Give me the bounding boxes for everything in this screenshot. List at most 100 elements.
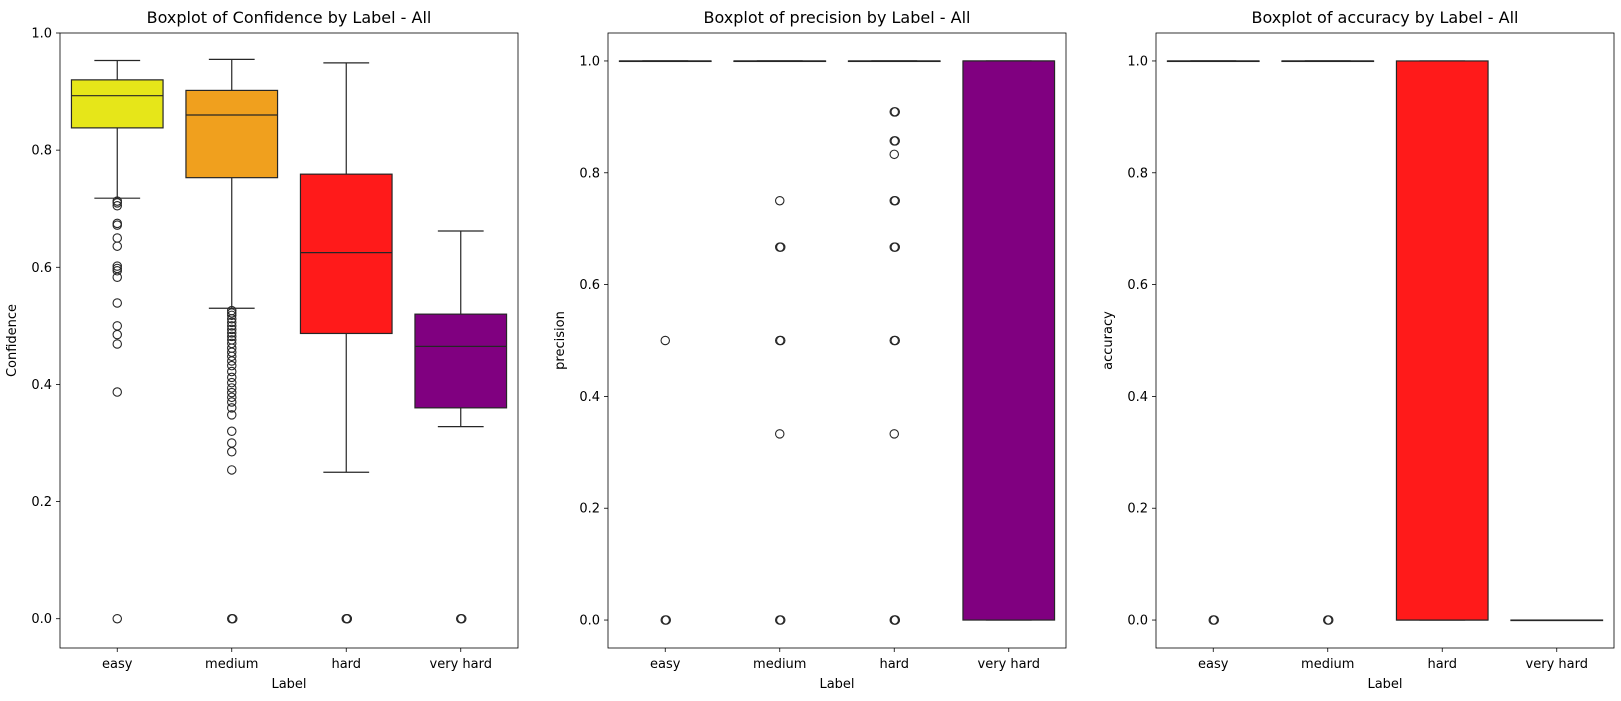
box-easy <box>70 79 164 129</box>
box-group-medium <box>185 58 279 624</box>
box-group-hard <box>847 60 941 625</box>
box-group-easy <box>1166 60 1260 625</box>
outlier-point <box>112 272 123 282</box>
axes-frame <box>59 32 519 649</box>
chart-title: Boxplot of precision by Label - All <box>704 8 971 27</box>
y-axis-label: precision <box>553 311 568 370</box>
x-tick-label: easy <box>102 657 133 672</box>
outlier-point <box>342 613 352 624</box>
outlier-point <box>112 241 123 251</box>
outlier-point <box>227 328 237 338</box>
panel-2: Boxplot of precision by Label - All preci… <box>553 8 1067 692</box>
outlier-point <box>112 198 123 208</box>
outlier-point <box>890 136 900 146</box>
outlier-point <box>456 613 467 624</box>
outlier-point <box>227 426 237 437</box>
x-axis-label: Label <box>271 677 306 692</box>
y-tick-label: 0.2 <box>31 495 52 510</box>
y-tick-label: 0.6 <box>1127 278 1148 293</box>
outlier-point <box>227 377 237 388</box>
outlier-point <box>227 465 237 475</box>
outlier-point <box>112 339 123 349</box>
y-tick-label: 0.0 <box>31 612 52 627</box>
x-tick-label: hard <box>331 657 361 672</box>
y-tick-label: 0.0 <box>579 614 600 629</box>
y-tick-label: 1.0 <box>1127 54 1148 69</box>
outlier-point <box>227 317 237 328</box>
outlier-point <box>1209 615 1220 625</box>
x-tick-label: medium <box>205 657 258 672</box>
outlier-point <box>112 201 123 211</box>
outlier-point <box>227 308 237 318</box>
box-group-easy <box>618 60 712 625</box>
x-tick-label: easy <box>1198 657 1229 672</box>
box-hard <box>1395 60 1489 621</box>
y-axis-label: Confidence <box>5 304 20 377</box>
outlier-point <box>227 360 237 371</box>
outlier-point <box>112 329 123 340</box>
x-tick-label: medium <box>1301 657 1354 672</box>
box-group-hard <box>299 62 393 624</box>
outlier-point <box>227 356 237 366</box>
outlier-point <box>889 149 899 160</box>
box-group-medium <box>733 60 827 625</box>
x-tick-label: very hard <box>430 657 492 672</box>
outlier-point <box>660 335 670 346</box>
outlier-point <box>775 242 786 252</box>
outlier-point <box>775 335 786 346</box>
outlier-point <box>227 403 237 413</box>
outlier-point <box>227 310 237 321</box>
outlier-point <box>227 331 237 342</box>
outlier-point <box>227 410 237 420</box>
box-group-hard <box>1395 60 1489 621</box>
box-hard <box>299 173 393 335</box>
y-tick-label: 0.2 <box>1127 502 1148 517</box>
y-tick-label: 0.6 <box>31 261 52 276</box>
outlier-point <box>227 447 237 457</box>
outlier-point <box>227 372 237 383</box>
outlier-point <box>112 613 123 624</box>
y-tick-label: 1.0 <box>31 27 52 42</box>
axes-frame <box>607 32 1067 649</box>
x-tick-label: very hard <box>978 657 1040 672</box>
outlier-point <box>227 324 237 335</box>
axes-frame <box>1155 32 1615 649</box>
y-tick-label: 0.4 <box>1127 390 1148 405</box>
y-tick-label: 0.0 <box>1127 614 1148 629</box>
x-tick-label: hard <box>1427 657 1457 672</box>
y-tick-label: 0.8 <box>579 166 600 181</box>
x-tick-label: hard <box>879 657 909 672</box>
outlier-point <box>228 613 238 624</box>
y-tick-label: 0.4 <box>579 390 600 405</box>
box-medium <box>185 89 279 179</box>
chart-title: Boxplot of Confidence by Label - All <box>147 8 432 27</box>
box-group-easy <box>70 59 164 624</box>
panel-3: Boxplot of accuracy by Label - All accura… <box>1101 8 1615 692</box>
outlier-point <box>112 387 123 397</box>
x-tick-label: easy <box>650 657 681 672</box>
y-tick-label: 1.0 <box>579 54 600 69</box>
outlier-point <box>890 335 900 346</box>
outlier-point <box>227 314 237 324</box>
outlier-point <box>227 351 237 362</box>
box-group-very-hard <box>962 60 1056 621</box>
outlier-point <box>112 266 123 276</box>
x-tick-label: very hard <box>1526 657 1588 672</box>
outlier-point <box>227 392 237 403</box>
box-group-medium <box>1281 60 1375 625</box>
y-tick-label: 0.8 <box>1127 166 1148 181</box>
outlier-point <box>890 195 900 206</box>
x-axis-label: Label <box>819 677 854 692</box>
outlier-point <box>112 261 123 271</box>
box-very-hard <box>414 313 508 409</box>
y-tick-label: 0.8 <box>31 144 52 159</box>
y-tick-label: 0.2 <box>579 502 600 517</box>
y-tick-label: 0.6 <box>579 278 600 293</box>
outlier-point <box>227 366 237 377</box>
outlier-point <box>227 397 237 407</box>
outlier-point <box>890 242 900 252</box>
outlier-point <box>889 429 899 439</box>
chart-title: Boxplot of accuracy by Label - All <box>1252 8 1519 27</box>
outlier-point <box>227 321 237 331</box>
outlier-point <box>890 615 900 625</box>
